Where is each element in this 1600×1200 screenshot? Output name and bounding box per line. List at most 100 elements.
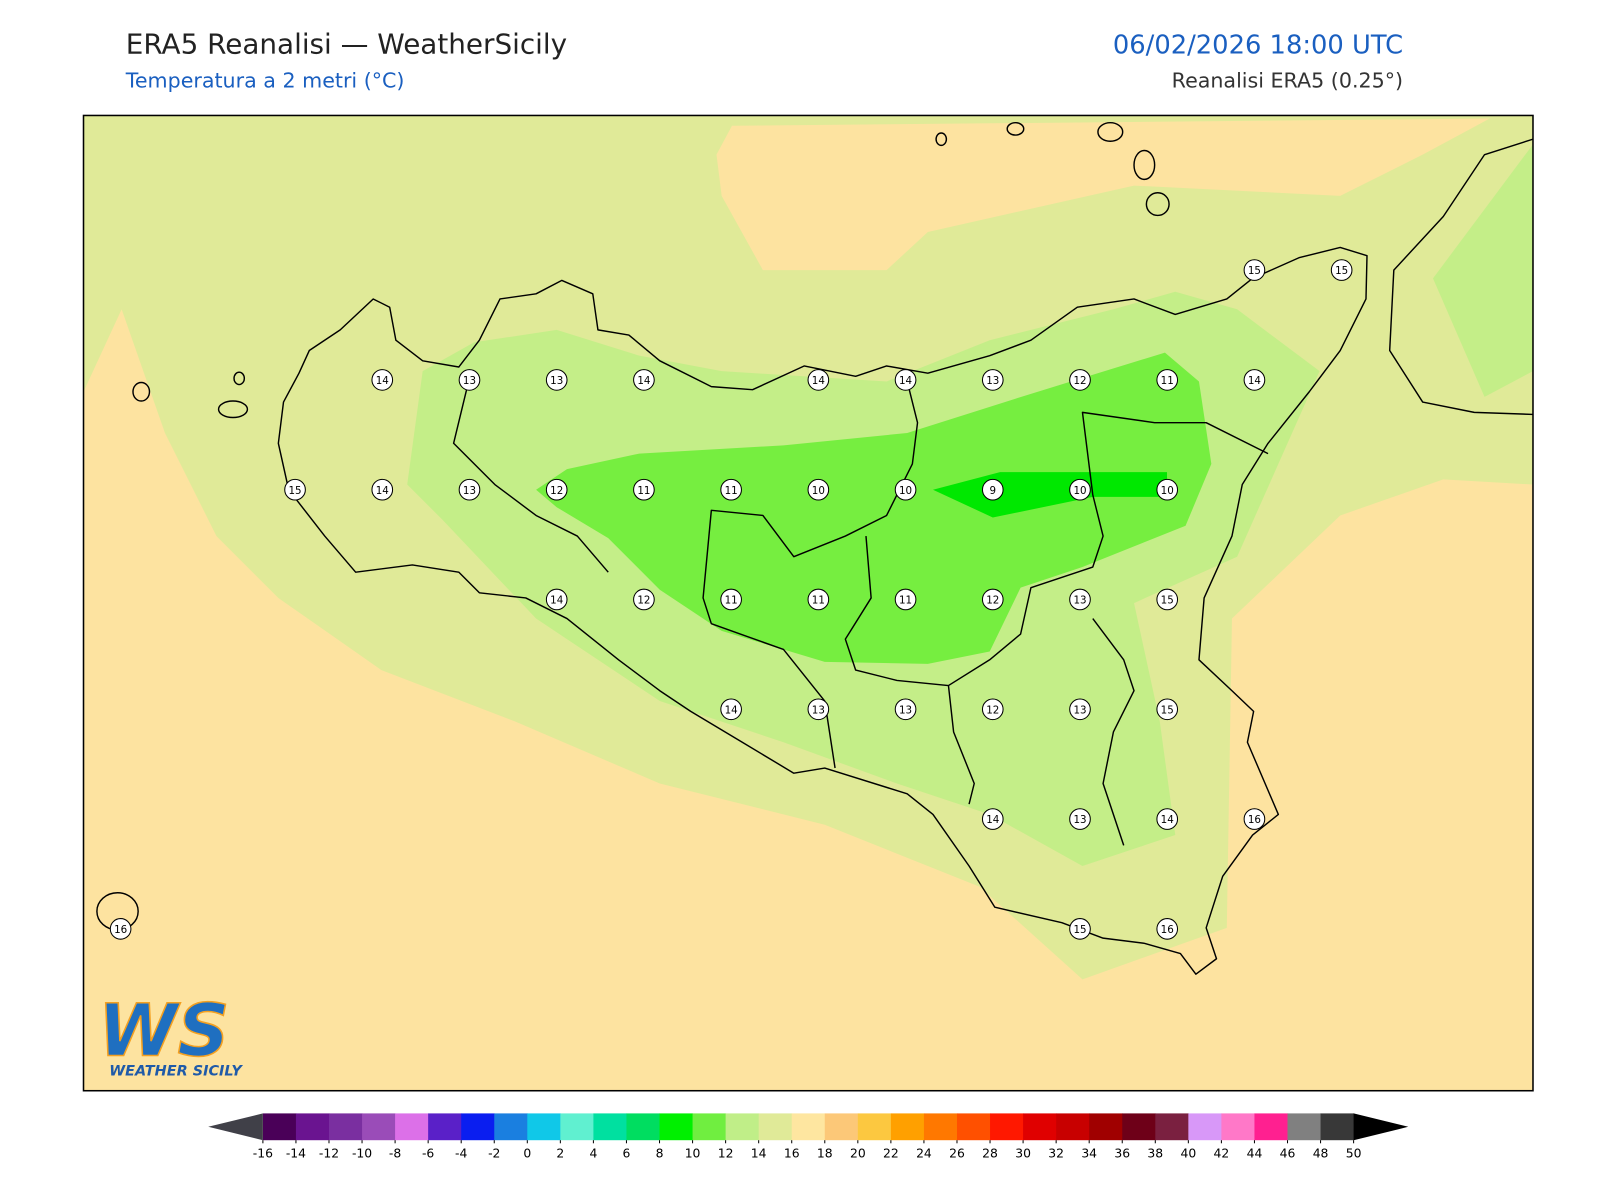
colorbar-bin	[990, 1113, 1024, 1141]
colorbar-bin	[1023, 1113, 1057, 1141]
value-marker	[1156, 478, 1179, 501]
logo-mark: WS	[98, 990, 230, 1074]
island	[1006, 121, 1025, 136]
value-marker	[807, 698, 830, 721]
calabria-coastline	[1388, 138, 1533, 416]
value-label: 13	[812, 704, 825, 716]
colorbar-tick-label: 30	[1015, 1147, 1031, 1161]
value-label: 15	[1335, 265, 1348, 277]
value-label: 10	[812, 485, 825, 497]
colorbar-bin	[560, 1113, 594, 1141]
value-label: 13	[1073, 595, 1086, 607]
colorbar-tick-label: 16	[784, 1147, 800, 1161]
value-marker	[894, 478, 917, 501]
value-label: 13	[1073, 704, 1086, 716]
colorbar-bin	[1188, 1113, 1222, 1141]
colorbar-bin	[527, 1113, 561, 1141]
colorbar-bin	[692, 1113, 727, 1141]
value-marker	[894, 369, 917, 391]
value-label: 10	[899, 485, 912, 497]
value-label: 11	[1161, 375, 1174, 387]
value-marker	[1069, 698, 1091, 721]
value-marker	[1069, 808, 1091, 830]
value-label: 14	[1248, 375, 1261, 387]
value-marker	[1069, 918, 1091, 940]
colorbar-bin	[890, 1113, 925, 1141]
colorbar-bin	[1155, 1113, 1189, 1141]
value-label: 14	[376, 485, 389, 497]
value-marker	[1156, 808, 1179, 830]
colorbar-bin	[262, 1113, 297, 1141]
value-label: 11	[899, 595, 912, 607]
colorbar-tick-label: 14	[751, 1147, 767, 1161]
field-16-18	[83, 309, 1533, 1091]
colorbar-bin	[328, 1113, 363, 1141]
value-marker	[109, 918, 132, 940]
colorbar-tick-label: 4	[589, 1147, 597, 1161]
colorbar-tick-label: 40	[1180, 1147, 1196, 1161]
value-label: 13	[463, 485, 476, 497]
colorbar-bin	[395, 1113, 429, 1141]
value-label: 10	[1073, 485, 1086, 497]
field-16-18	[716, 118, 1490, 271]
value-label: 14	[1161, 814, 1174, 826]
colorbar-tick-label: 24	[916, 1147, 932, 1161]
value-marker	[1243, 369, 1266, 391]
value-label: 15	[288, 485, 301, 497]
value-label: 12	[986, 704, 999, 716]
colorbar-bin	[824, 1113, 859, 1141]
value-label: 16	[1248, 814, 1261, 826]
colorbar-bin	[923, 1113, 958, 1141]
colorbar-tick-label: -16	[253, 1147, 273, 1161]
colorbar-bin	[956, 1113, 991, 1141]
colorbar-tick-label: 50	[1346, 1147, 1362, 1161]
value-label: 12	[550, 485, 563, 497]
value-marker	[1156, 918, 1179, 940]
value-label: 13	[463, 375, 476, 387]
value-marker	[1156, 698, 1179, 721]
colorbar-over	[1353, 1113, 1409, 1141]
value-label: 14	[812, 375, 825, 387]
colorbar-bin	[494, 1113, 528, 1141]
island	[217, 400, 249, 419]
value-label: 11	[725, 595, 738, 607]
colorbar-tick-label: 36	[1114, 1147, 1130, 1161]
value-marker	[981, 808, 1004, 830]
value-marker	[981, 588, 1004, 611]
colorbar-bin	[857, 1113, 892, 1141]
colorbar-tick-label: 26	[949, 1147, 965, 1161]
value-label: 13	[550, 375, 563, 387]
title: ERA5 Reanalisi — WeatherSicily	[126, 28, 567, 61]
value-label: 14	[637, 375, 650, 387]
value-marker	[1069, 369, 1091, 391]
value-marker	[894, 698, 917, 721]
value-marker	[371, 369, 394, 391]
value-marker	[807, 478, 830, 501]
colorbar-bin	[1320, 1113, 1355, 1141]
colorbar: -16 -14 -12 -10 -8 -6 -4 -2 0 2 4 6 8 10 12 14 16 18 20 22 2…	[208, 1113, 1409, 1161]
value-label: 13	[899, 704, 912, 716]
value-label: 14	[899, 375, 912, 387]
colorbar-tick-label: 32	[1048, 1147, 1064, 1161]
island	[132, 381, 151, 402]
value-label: 15	[1248, 265, 1261, 277]
value-label: 14	[986, 814, 999, 826]
colorbar-bin	[1221, 1113, 1255, 1141]
colorbar-tick-label: 6	[623, 1147, 631, 1161]
value-marker	[1156, 588, 1179, 611]
value-marker	[1243, 808, 1266, 830]
value-marker	[1069, 588, 1091, 611]
value-marker	[981, 369, 1004, 391]
value-marker	[633, 478, 655, 501]
colorbar-bin	[1089, 1113, 1123, 1141]
colorbar-tick-label: 42	[1214, 1147, 1230, 1161]
logo-text: WEATHER SICILY	[109, 1063, 243, 1079]
colorbar-bin	[1254, 1113, 1289, 1141]
colorbar-tick-label: 28	[982, 1147, 998, 1161]
colorbar-bin	[295, 1113, 330, 1141]
colorbar-tick-label: 20	[850, 1147, 866, 1161]
value-label: 15	[1161, 704, 1174, 716]
colorbar-tick-label: 48	[1313, 1147, 1329, 1161]
